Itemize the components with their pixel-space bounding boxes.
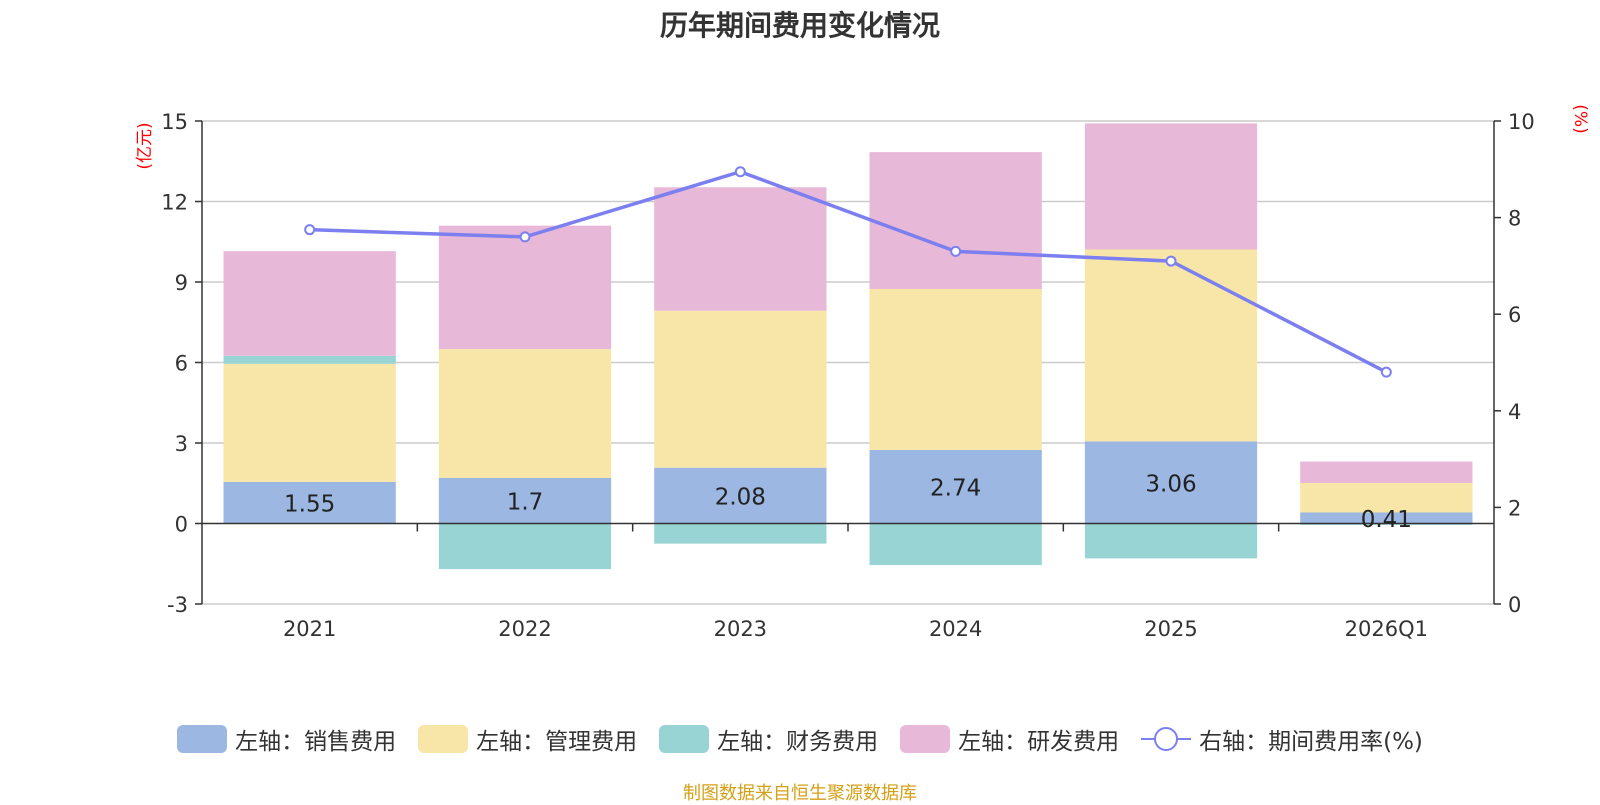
bar-segment	[869, 523, 1042, 566]
bar-segment	[869, 449, 1042, 524]
legend-swatch	[659, 725, 710, 753]
rate-point	[519, 231, 531, 243]
bar-segment	[654, 310, 827, 468]
bar-segment	[654, 187, 827, 311]
left-axis-tick-label: -3	[167, 593, 188, 617]
bar-segment	[1084, 441, 1258, 524]
legend-label: 左轴：管理费用	[476, 729, 638, 755]
x-axis-tick-label: 2025	[1144, 617, 1197, 641]
bar-segment	[869, 288, 1042, 450]
x-axis-tick-label: 2022	[498, 617, 551, 641]
bar-segment	[223, 363, 396, 482]
data-label: 3.06	[1145, 471, 1196, 497]
bar-segment	[869, 152, 1042, 289]
bar-segment	[438, 477, 612, 524]
legend-item[interactable]: 左轴：管理费用	[418, 722, 637, 756]
legend-item[interactable]: 左轴：销售费用	[177, 722, 396, 756]
legend-swatch	[1141, 727, 1192, 751]
data-labels: 1.55 1.7 2.08 2.74 3.06 0.41	[284, 471, 1412, 533]
left-axis-tick-label: 12	[161, 191, 188, 215]
bar-segment	[438, 349, 612, 478]
right-axis-tick-label: 0	[1508, 593, 1521, 617]
legend-label: 左轴：销售费用	[235, 729, 397, 755]
right-axis-tick-label: 2	[1508, 496, 1521, 520]
data-label: 2.74	[930, 476, 981, 502]
bar-segment	[438, 523, 612, 570]
left-axis-tick-label: 3	[175, 432, 188, 456]
left-axis-tick-label: 6	[175, 352, 188, 376]
x-axis-tick-label: 2026Q1	[1345, 617, 1428, 641]
rate-point	[734, 166, 746, 178]
x-axis-tick-label: 2021	[283, 617, 336, 641]
right-axis-tick-label: 6	[1508, 303, 1521, 327]
bar-segment	[438, 225, 612, 350]
axes: -3 0 3 6 9 12 15 0 2 4 6 8 10 (亿元) (%) 2021 2022 2023 2024…	[135, 104, 1590, 641]
rate-line-path	[309, 169, 1388, 374]
chart-title: 历年期间费用变化情况	[659, 9, 940, 42]
data-label: 2.08	[715, 485, 766, 511]
bar-segment	[223, 251, 396, 356]
data-label: 0.41	[1361, 507, 1412, 533]
right-axis-tick-label: 4	[1508, 400, 1521, 424]
legend-label: 左轴：财务费用	[717, 729, 879, 755]
legend-swatch	[900, 725, 951, 753]
bar-segment	[223, 355, 396, 364]
right-axis-tick-label: 8	[1508, 207, 1521, 231]
bar-segment	[1084, 249, 1258, 442]
grid-lines	[202, 120, 1494, 605]
bar-segment	[1084, 123, 1258, 250]
legend-label: 右轴：期间费用率(%)	[1199, 729, 1423, 755]
data-label: 1.7	[507, 490, 544, 516]
left-axis-tick-label: 9	[175, 271, 188, 295]
bar-segment	[654, 467, 827, 524]
bars	[223, 123, 1473, 570]
rate-point	[1380, 366, 1392, 378]
bar-segment	[1300, 482, 1473, 513]
legend-swatch	[177, 725, 228, 753]
right-axis-tick-label: 10	[1508, 110, 1535, 134]
legend-item[interactable]: 左轴：研发费用	[900, 722, 1119, 756]
rate-point	[304, 224, 316, 236]
left-axis-tick-label: 0	[175, 513, 188, 537]
bar-segment	[654, 523, 827, 544]
data-label: 1.55	[284, 492, 335, 518]
right-axis-unit: (%)	[1570, 104, 1590, 133]
left-axis-tick-label: 15	[161, 110, 188, 134]
legend-item[interactable]: 左轴：财务费用	[659, 722, 878, 756]
bar-segment	[223, 481, 396, 524]
legend-swatch	[418, 725, 469, 753]
rate-point	[950, 245, 962, 257]
bar-segment	[1300, 512, 1473, 524]
legend-label: 左轴：研发费用	[958, 729, 1120, 755]
x-axis-tick-label: 2024	[929, 617, 982, 641]
rate-point	[1165, 255, 1177, 267]
left-axis-unit: (亿元)	[135, 122, 155, 169]
source-note: 制图数据来自恒生聚源数据库	[683, 783, 917, 804]
bar-segment	[1084, 523, 1258, 559]
legend-item[interactable]: 右轴：期间费用率(%)	[1141, 722, 1423, 756]
x-axis-tick-label: 2023	[714, 617, 767, 641]
legend: 左轴：销售费用 左轴：管理费用 左轴：财务费用 左轴：研发费用 右轴：期间费用率(%)	[0, 722, 1600, 756]
bar-segment	[1300, 461, 1473, 483]
rate-line	[304, 166, 1392, 378]
